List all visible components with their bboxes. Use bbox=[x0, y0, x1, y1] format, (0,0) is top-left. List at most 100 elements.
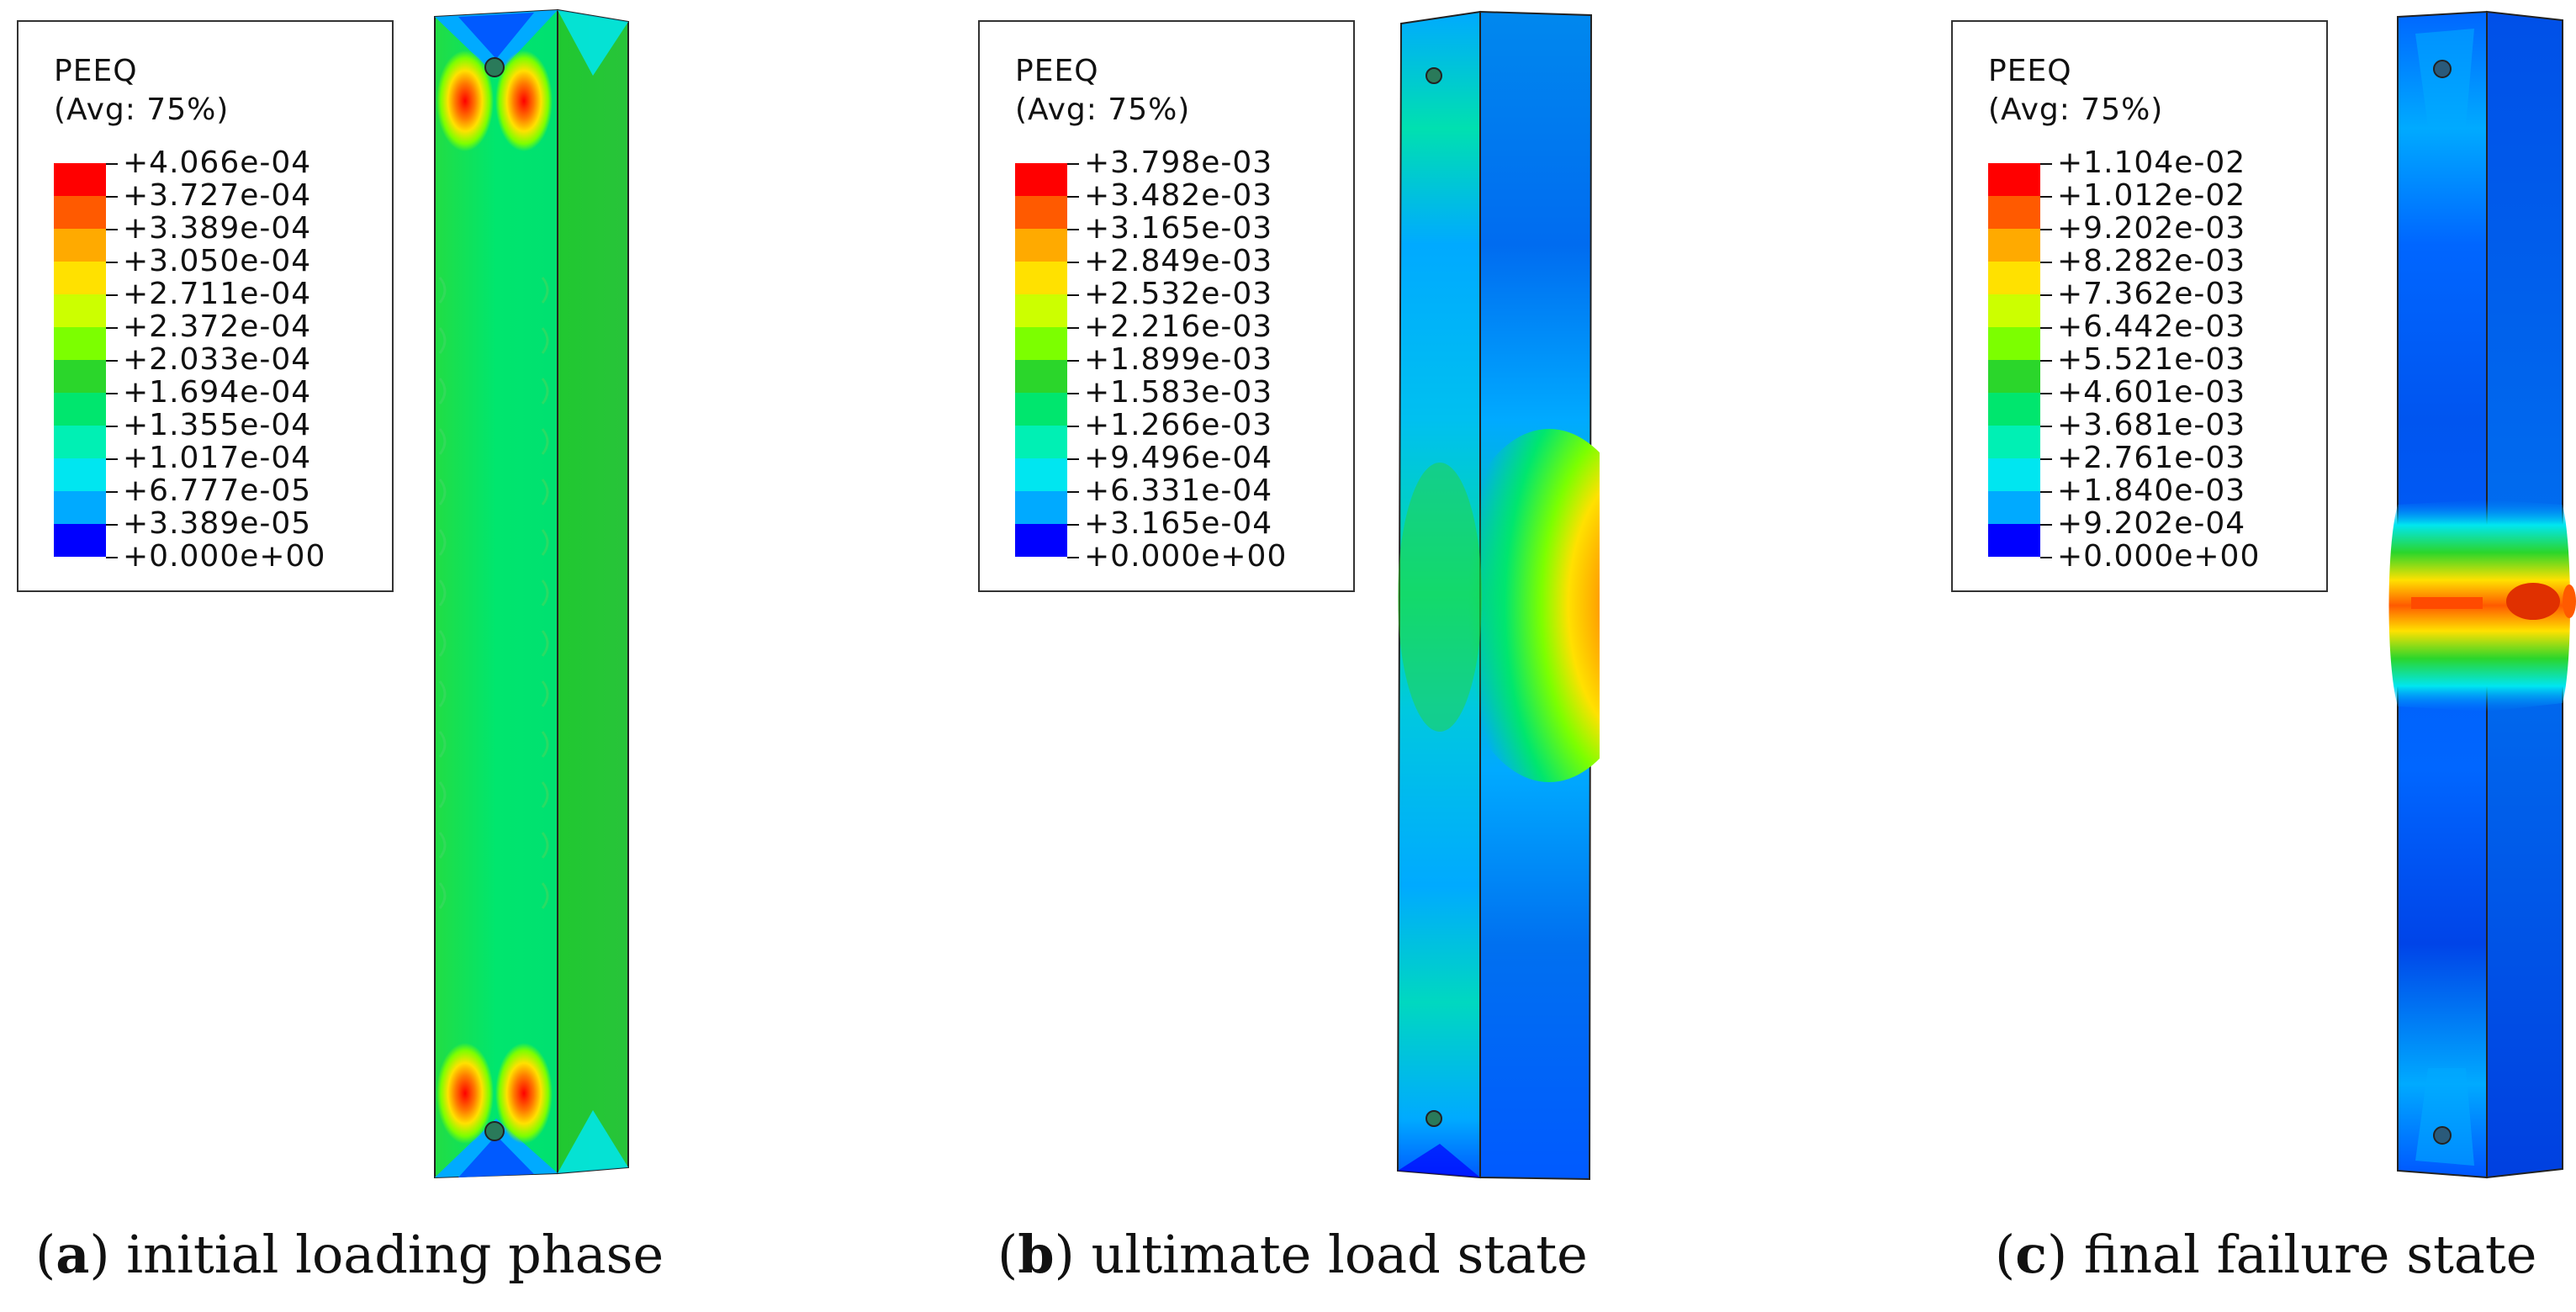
legend-level-label: +1.583e-03 bbox=[1084, 375, 1273, 410]
legend-color-swatch bbox=[54, 360, 106, 393]
legend-tick bbox=[106, 360, 118, 362]
legend-tick bbox=[106, 426, 118, 427]
legend-level-label: +5.521e-03 bbox=[2057, 342, 2246, 377]
legend-tick bbox=[106, 393, 118, 394]
legend-level-label: +2.033e-04 bbox=[123, 342, 312, 377]
legend-level-label: +0.000e+00 bbox=[1084, 539, 1288, 574]
legend-level-label: +3.389e-05 bbox=[123, 506, 312, 541]
legend-tick bbox=[1067, 294, 1079, 296]
legend-level-label: +2.761e-03 bbox=[2057, 441, 2246, 475]
legend-tick bbox=[2040, 229, 2052, 230]
legend-color-swatch bbox=[1988, 524, 2040, 557]
legend-level-label: +0.000e+00 bbox=[2057, 539, 2261, 574]
legend-level-label: +3.681e-03 bbox=[2057, 408, 2246, 442]
legend-tick bbox=[2040, 262, 2052, 263]
legend-title: PEEQ bbox=[1015, 54, 1099, 88]
legend-level-label: +7.362e-03 bbox=[2057, 277, 2246, 311]
legend-color-swatch bbox=[1988, 458, 2040, 491]
legend-color-swatch bbox=[1988, 360, 2040, 393]
legend-tick bbox=[106, 557, 118, 558]
legend-tick bbox=[106, 458, 118, 460]
legend-level-label: +2.216e-03 bbox=[1084, 309, 1273, 344]
legend-level-label: +3.389e-04 bbox=[123, 211, 312, 246]
legend-tick bbox=[2040, 196, 2052, 198]
legend-color-swatch bbox=[54, 426, 106, 458]
legend-level-label: +2.372e-04 bbox=[123, 309, 312, 344]
panel-a: PEEQ (Avg: 75%) +4.066e-04 +3.727e-04 +3.3… bbox=[0, 0, 859, 1312]
legend-color-swatch bbox=[54, 458, 106, 491]
legend-level-label: +1.840e-03 bbox=[2057, 473, 2246, 508]
legend-level-label: +2.849e-03 bbox=[1084, 244, 1273, 278]
legend-tick bbox=[106, 163, 118, 165]
legend-level-label: +3.050e-04 bbox=[123, 244, 312, 278]
legend-color-swatch bbox=[1015, 393, 1067, 426]
caption-c: (c) final failure state bbox=[1995, 1224, 2537, 1285]
legend-level-label: +9.496e-04 bbox=[1084, 441, 1273, 475]
legend-color-swatch bbox=[54, 524, 106, 557]
column-model-a bbox=[434, 8, 629, 1179]
legend-color-swatch bbox=[54, 491, 106, 524]
legend-tick bbox=[1067, 557, 1079, 558]
legend-c: PEEQ (Avg: 75%) +1.104e-02 +1.012e-02 +9.2… bbox=[1951, 20, 2328, 592]
legend-tick bbox=[1067, 426, 1079, 427]
legend-color-swatch bbox=[54, 327, 106, 360]
legend-tick bbox=[2040, 524, 2052, 526]
legend-color-swatch bbox=[1015, 163, 1067, 196]
legend-level-label: +3.165e-04 bbox=[1084, 506, 1273, 541]
legend-color-swatch bbox=[54, 229, 106, 262]
legend-color-swatch bbox=[1988, 327, 2040, 360]
legend-color-swatch bbox=[1015, 360, 1067, 393]
legend-level-label: +6.777e-05 bbox=[123, 473, 312, 508]
legend-level-label: +1.017e-04 bbox=[123, 441, 312, 475]
legend-color-swatch bbox=[1988, 262, 2040, 294]
legend-color-swatch bbox=[54, 262, 106, 294]
legend-color-swatch bbox=[1015, 229, 1067, 262]
legend-level-label: +6.331e-04 bbox=[1084, 473, 1273, 508]
legend-level-label: +0.000e+00 bbox=[123, 539, 326, 574]
legend-level-label: +2.711e-04 bbox=[123, 277, 312, 311]
legend-color-swatch bbox=[1015, 524, 1067, 557]
legend-a: PEEQ (Avg: 75%) +4.066e-04 +3.727e-04 +3.3… bbox=[17, 20, 394, 592]
legend-tick bbox=[1067, 327, 1079, 329]
legend-tick bbox=[1067, 393, 1079, 394]
legend-color-swatch bbox=[1988, 196, 2040, 229]
legend-tick bbox=[1067, 458, 1079, 460]
legend-tick bbox=[2040, 491, 2052, 493]
legend-color-swatch bbox=[1988, 491, 2040, 524]
legend-tick bbox=[1067, 524, 1079, 526]
legend-color-swatch bbox=[1988, 426, 2040, 458]
legend-tick bbox=[2040, 294, 2052, 296]
legend-level-label: +3.727e-04 bbox=[123, 178, 312, 213]
legend-title: PEEQ bbox=[54, 54, 138, 88]
legend-color-swatch bbox=[1015, 196, 1067, 229]
legend-color-swatch bbox=[1988, 163, 2040, 196]
legend-level-label: +3.482e-03 bbox=[1084, 178, 1273, 213]
caption-a: (a) initial loading phase bbox=[35, 1224, 664, 1285]
legend-tick bbox=[106, 294, 118, 296]
caption-b: (b) ultimate load state bbox=[997, 1224, 1588, 1285]
legend-level-label: +1.694e-04 bbox=[123, 375, 312, 410]
legend-tick bbox=[106, 524, 118, 526]
legend-tick bbox=[1067, 229, 1079, 230]
legend-color-swatch bbox=[1015, 294, 1067, 327]
panel-b: PEEQ (Avg: 75%) +3.798e-03 +3.482e-03 +3.1… bbox=[859, 0, 1717, 1312]
legend-tick bbox=[106, 327, 118, 329]
legend-level-label: +1.104e-02 bbox=[2057, 145, 2246, 180]
legend-tick bbox=[1067, 491, 1079, 493]
legend-color-swatch bbox=[54, 163, 106, 196]
legend-color-swatch bbox=[1015, 262, 1067, 294]
legend-tick bbox=[2040, 458, 2052, 460]
legend-tick bbox=[2040, 360, 2052, 362]
legend-level-label: +1.899e-03 bbox=[1084, 342, 1273, 377]
legend-level-label: +3.798e-03 bbox=[1084, 145, 1273, 180]
legend-color-swatch bbox=[1988, 393, 2040, 426]
legend-tick bbox=[1067, 163, 1079, 165]
legend-color-swatch bbox=[1015, 426, 1067, 458]
legend-color-swatch bbox=[1015, 458, 1067, 491]
legend-level-label: +4.601e-03 bbox=[2057, 375, 2246, 410]
legend-level-label: +1.355e-04 bbox=[123, 408, 312, 442]
legend-level-label: +8.282e-03 bbox=[2057, 244, 2246, 278]
legend-level-label: +1.012e-02 bbox=[2057, 178, 2246, 213]
legend-level-label: +4.066e-04 bbox=[123, 145, 312, 180]
legend-tick bbox=[1067, 262, 1079, 263]
